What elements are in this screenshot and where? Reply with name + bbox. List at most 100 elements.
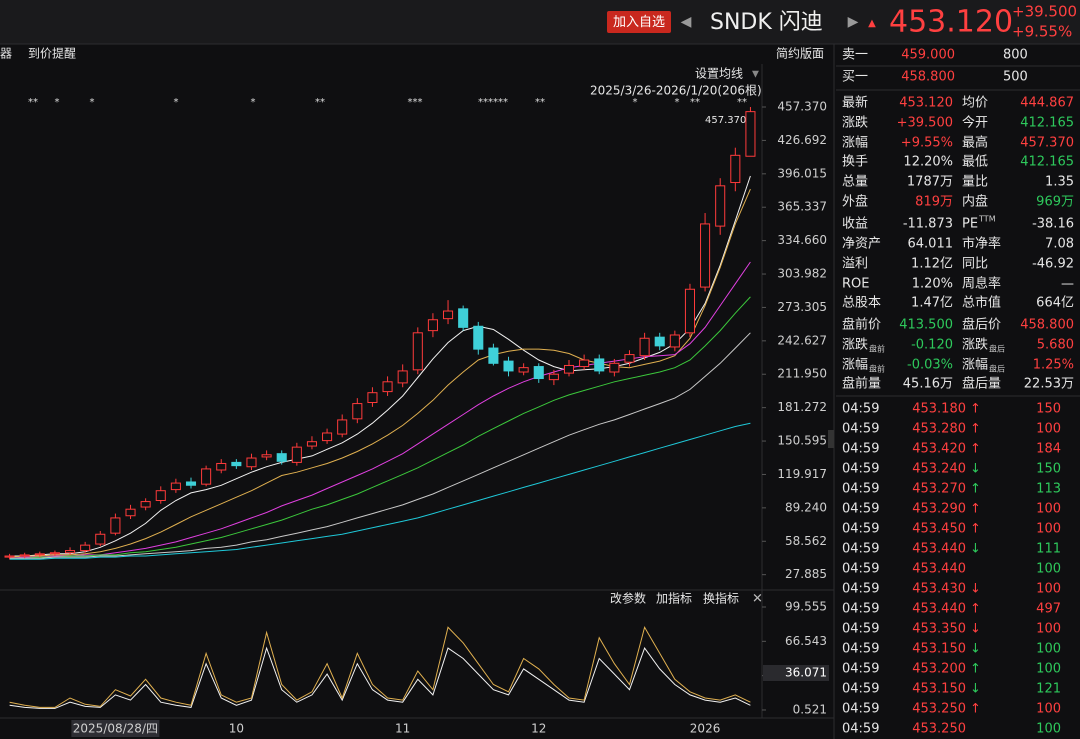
ma-line [9, 175, 751, 557]
ma-line [9, 332, 751, 559]
book-label: 卖一 [842, 48, 868, 63]
trade-arrow: ↑ [970, 422, 981, 437]
candle-body [110, 517, 121, 534]
field-label: 总量 [842, 175, 868, 190]
field-label: 总市值 [962, 295, 1001, 311]
candle-body [231, 461, 242, 467]
field-value: 7.08 [1045, 237, 1074, 252]
candle-body [609, 362, 620, 373]
trade-volume: 100 [1036, 502, 1061, 517]
next-icon[interactable]: ▶ [848, 14, 859, 30]
field-label: 收益 [842, 217, 868, 232]
y-tick-label: 66.543 [785, 634, 827, 648]
trade-price: 453.280 [912, 422, 966, 437]
x-tick-label: 11 [395, 722, 410, 736]
candle-body [125, 508, 136, 517]
event-marker: ** [28, 97, 38, 108]
field-label: 溢利 [842, 257, 868, 272]
field-value: 45.16万 [903, 377, 953, 392]
trade-volume: 111 [1036, 542, 1061, 557]
trade-price: 453.350 [912, 622, 966, 637]
candle-body [185, 481, 197, 486]
up-icon: ▲ [868, 18, 876, 29]
trade-price: 453.290 [912, 502, 966, 517]
event-marker: *** [408, 97, 423, 108]
trade-arrow: ↓ [970, 622, 981, 637]
field-value: 412.165 [1020, 116, 1074, 131]
event-marker: * [251, 97, 256, 108]
y-tick-label: 150.595 [777, 434, 827, 448]
field-label: 市净率 [962, 236, 1001, 252]
trade-time: 04:59 [842, 642, 879, 657]
y-tick-label: 273.305 [777, 300, 827, 314]
y-tick-label: 334.660 [777, 233, 827, 247]
trade-volume: 100 [1036, 582, 1061, 597]
field-value: 12.20% [903, 155, 953, 170]
field-label: 盘前量 [842, 376, 881, 392]
trade-time: 04:59 [842, 562, 879, 577]
field-label: 盘前价 [842, 317, 881, 333]
watch-button[interactable]: 加入自选 [613, 15, 665, 30]
book-price: 458.800 [901, 70, 955, 85]
event-marker: * [90, 97, 95, 108]
y-tick-label: 0.521 [793, 702, 827, 716]
layout-toggle[interactable]: 简约版面 [776, 46, 824, 61]
y-tick-label: 396.015 [777, 166, 827, 180]
toolbar-item[interactable]: 到价提醒 [28, 46, 76, 61]
close-icon[interactable]: ✕ [752, 592, 763, 607]
indicator-button: 加指标 [656, 591, 692, 606]
prev-icon[interactable]: ◀ [681, 14, 692, 30]
watch-button-bg[interactable] [607, 11, 671, 33]
trade-time: 04:59 [842, 422, 879, 437]
candle-body [170, 482, 181, 491]
field-label: 涨幅 [842, 136, 868, 151]
y-tick-label: 426.692 [777, 133, 827, 147]
collapse-handle[interactable] [828, 430, 834, 448]
candle-body [397, 370, 408, 384]
candle-body [201, 468, 212, 485]
candle-body [276, 453, 287, 462]
candle-body [322, 432, 333, 442]
trade-time: 04:59 [842, 502, 879, 517]
candle-body [352, 403, 363, 420]
field-value: 413.500 [899, 318, 953, 333]
field-value: 1.35 [1045, 175, 1074, 190]
event-marker: ** [690, 97, 700, 108]
x-tick-label: 2025/08/28/四 [73, 722, 158, 736]
trade-volume: 184 [1036, 442, 1061, 457]
candle-body [412, 332, 423, 371]
field-label: 今开 [962, 115, 988, 131]
field-label: 均价 [962, 96, 988, 111]
event-marker: ** [737, 97, 747, 108]
trade-time: 04:59 [842, 682, 879, 697]
candle-body [533, 366, 544, 380]
field-value: 1.47亿 [911, 296, 953, 311]
field-label: 总股本 [842, 296, 881, 311]
y-tick-label: 119.917 [777, 467, 827, 481]
field-value: -0.120 [911, 338, 953, 353]
candle-body [700, 223, 711, 288]
trade-volume: 100 [1036, 622, 1061, 637]
candle-body [503, 360, 514, 372]
ma-line [9, 422, 751, 560]
candle-body [548, 373, 559, 381]
field-value: 1787万 [907, 175, 953, 190]
ma-settings[interactable]: 设置均线 [695, 67, 743, 81]
field-label: 同比 [962, 257, 988, 272]
candle-body [34, 553, 45, 556]
dropdown-icon[interactable]: ▼ [752, 70, 759, 80]
field-value: 819万 [915, 195, 953, 210]
candle-body [427, 319, 438, 332]
date-cursor-box [71, 720, 160, 737]
field-label-sub: 盘后 [989, 344, 1005, 354]
field-label: 周息率 [962, 276, 1001, 292]
toolbar-item[interactable]: 器 [0, 47, 12, 61]
trade-price: 453.440 [912, 602, 966, 617]
trade-volume: 100 [1036, 662, 1061, 677]
change: +39.500 [1012, 3, 1077, 21]
candle-body [19, 554, 30, 557]
candle-body [579, 359, 590, 368]
trade-arrow: ↑ [970, 442, 981, 457]
book-label: 买一 [842, 70, 868, 85]
